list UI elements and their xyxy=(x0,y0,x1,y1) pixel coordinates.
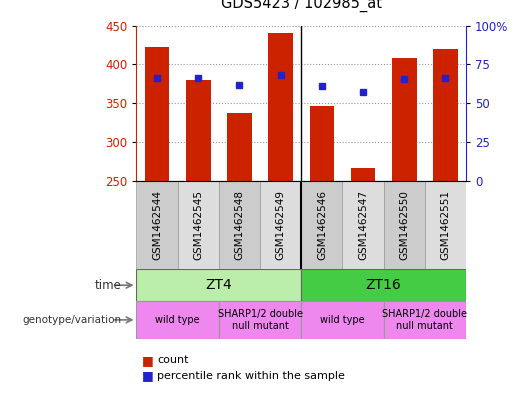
Bar xyxy=(219,181,260,269)
Text: GSM1462548: GSM1462548 xyxy=(234,190,245,260)
Bar xyxy=(136,301,219,339)
Text: GSM1462544: GSM1462544 xyxy=(152,190,162,260)
Text: ZT4: ZT4 xyxy=(205,278,232,292)
Text: SHARP1/2 double
null mutant: SHARP1/2 double null mutant xyxy=(382,309,468,331)
Text: ■: ■ xyxy=(142,369,153,382)
Text: ZT16: ZT16 xyxy=(366,278,402,292)
Text: count: count xyxy=(157,355,188,365)
Bar xyxy=(351,168,375,181)
Bar xyxy=(392,58,417,181)
Text: time: time xyxy=(94,279,121,292)
Text: percentile rank within the sample: percentile rank within the sample xyxy=(157,371,345,381)
Bar xyxy=(433,49,458,181)
Text: GDS5423 / 102985_at: GDS5423 / 102985_at xyxy=(221,0,382,12)
Bar xyxy=(301,301,384,339)
Text: GSM1462545: GSM1462545 xyxy=(193,190,203,260)
Text: GSM1462550: GSM1462550 xyxy=(399,190,409,260)
Bar xyxy=(301,269,466,301)
Bar xyxy=(219,301,301,339)
Bar xyxy=(136,181,178,269)
Text: ■: ■ xyxy=(142,354,153,367)
Text: wild type: wild type xyxy=(156,315,200,325)
Text: wild type: wild type xyxy=(320,315,365,325)
Bar xyxy=(260,181,301,269)
Bar xyxy=(227,113,252,181)
Bar xyxy=(384,301,466,339)
Bar xyxy=(186,80,211,181)
Text: GSM1462546: GSM1462546 xyxy=(317,190,327,260)
Bar xyxy=(301,181,342,269)
Text: SHARP1/2 double
null mutant: SHARP1/2 double null mutant xyxy=(217,309,303,331)
Text: GSM1462549: GSM1462549 xyxy=(276,190,286,260)
Bar xyxy=(268,33,293,181)
Text: GSM1462551: GSM1462551 xyxy=(440,190,451,260)
Bar xyxy=(342,181,384,269)
Bar xyxy=(136,269,301,301)
Text: GSM1462547: GSM1462547 xyxy=(358,190,368,260)
Text: genotype/variation: genotype/variation xyxy=(22,315,121,325)
Bar xyxy=(310,106,334,181)
Bar xyxy=(178,181,219,269)
Bar xyxy=(384,181,425,269)
Bar xyxy=(425,181,466,269)
Bar xyxy=(145,47,169,181)
